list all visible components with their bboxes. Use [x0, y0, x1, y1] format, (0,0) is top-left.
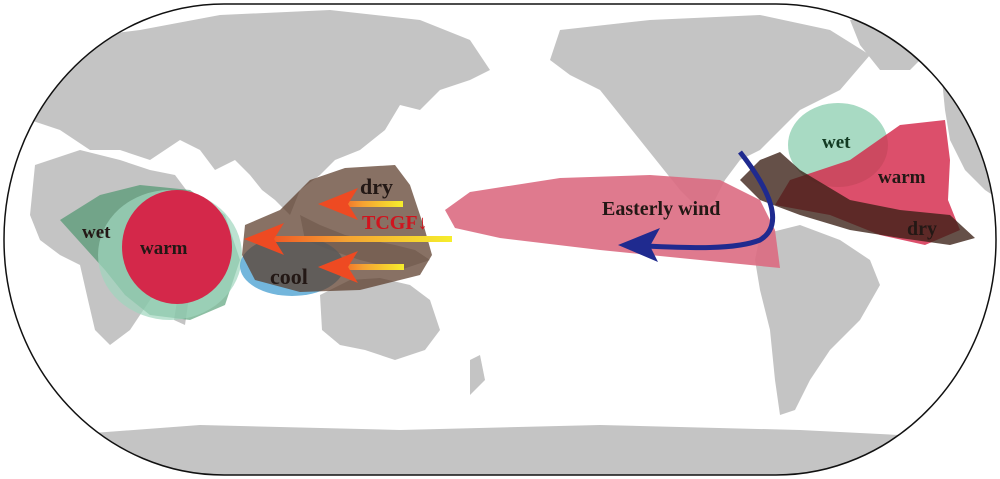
label-atlantic-warm: warm — [878, 167, 926, 188]
arrow-mid-head — [244, 223, 284, 255]
map-border — [3, 3, 997, 476]
easterly-wind-arrowhead — [618, 228, 660, 262]
arrow-bottom-shaft — [330, 264, 404, 270]
label-africa-warm: warm — [140, 238, 188, 259]
eurasia — [4, 10, 490, 215]
arrow-mid-shaft — [258, 236, 452, 242]
dry-region-wnp — [242, 165, 432, 292]
label-atlantic-dry: dry — [907, 218, 937, 240]
atlantic-dry-region — [740, 152, 975, 245]
label-wnp-dry: dry — [360, 174, 393, 199]
pacific-warm-region — [445, 175, 780, 268]
label-wnp-cool: cool — [270, 264, 308, 289]
label-atlantic-wet: wet — [822, 132, 851, 153]
easterly-wind-arrow — [644, 150, 776, 251]
wind-arrows — [244, 188, 452, 283]
australia — [320, 278, 440, 360]
africa-warm-region — [122, 190, 232, 304]
label-easterly-wind: Easterly wind — [602, 198, 720, 220]
antarctica — [4, 425, 996, 475]
new-zealand — [470, 355, 485, 395]
label-tcgf: TCGF↓ — [362, 212, 428, 234]
south-america — [755, 225, 880, 415]
arrow-top-shaft — [330, 201, 403, 207]
arrow-top-head — [318, 188, 358, 220]
label-africa-wet: wet — [82, 222, 111, 243]
north-america — [550, 15, 870, 210]
arrow-bottom-head — [318, 251, 358, 283]
